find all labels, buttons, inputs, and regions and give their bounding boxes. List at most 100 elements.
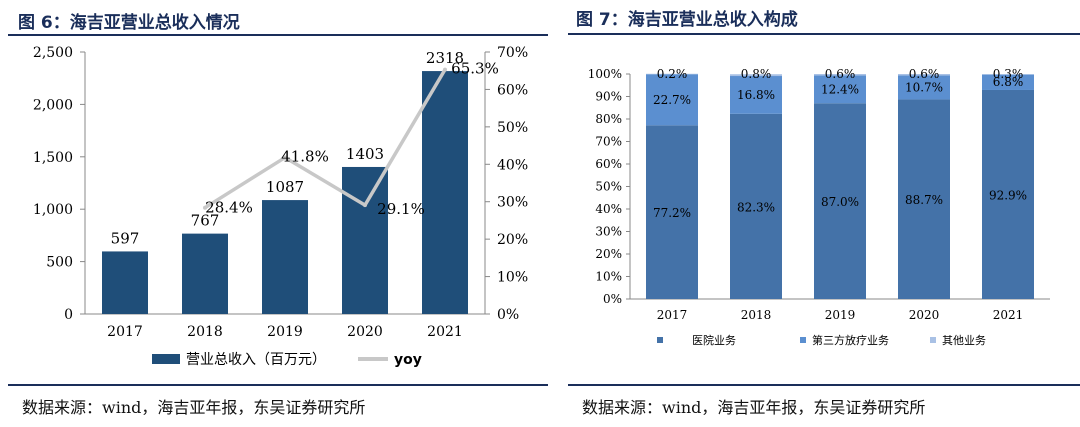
stack-segment bbox=[982, 74, 1034, 75]
x-tick-label: 2018 bbox=[741, 308, 772, 322]
bar-value-label: 767 bbox=[191, 212, 220, 230]
yoy-value-label: 41.8% bbox=[281, 148, 329, 166]
revenue-bar bbox=[422, 71, 468, 314]
stack-segment bbox=[730, 76, 782, 114]
title-rule bbox=[8, 34, 548, 36]
yoy-point bbox=[363, 203, 367, 208]
legend-bar-label: 营业总收入（百万元） bbox=[186, 352, 326, 368]
revenue-chart: 0 500 1,000 1,500 2,000 2,500 0% 10% 20% 30% 40% 50… bbox=[33, 45, 528, 368]
title-rule bbox=[568, 33, 1080, 35]
revenue-bar bbox=[262, 200, 308, 314]
y2-tick-label: 0% bbox=[497, 307, 519, 323]
other-share-label: 0.2% bbox=[657, 67, 688, 81]
source-rule bbox=[568, 384, 1080, 386]
hospital-share-label: 88.7% bbox=[905, 193, 943, 207]
legend-swatch bbox=[930, 337, 936, 343]
stack-segment bbox=[730, 113, 782, 299]
legend-swatch bbox=[657, 337, 663, 343]
y-tick-label: 0% bbox=[603, 292, 622, 306]
other-share-label: 0.6% bbox=[909, 67, 940, 81]
y-tick-label: 70% bbox=[595, 135, 622, 149]
x-tick-label: 2017 bbox=[107, 324, 143, 340]
yoy-value-label: 28.4% bbox=[205, 199, 253, 217]
yoy-point bbox=[283, 155, 287, 160]
legend-line-label: yoy bbox=[394, 352, 422, 368]
stack-segment bbox=[898, 75, 950, 100]
stack-segment bbox=[898, 74, 950, 76]
stack-segment bbox=[982, 89, 1034, 299]
y2-tick-label: 40% bbox=[497, 157, 528, 173]
chart-title: 图 7：海吉亚营业总收入构成 bbox=[576, 10, 798, 30]
bar-value-label: 597 bbox=[111, 229, 140, 247]
legend-bar-swatch bbox=[152, 354, 180, 364]
hospital-share-label: 92.9% bbox=[989, 188, 1027, 202]
x-tick-label: 2019 bbox=[825, 308, 856, 322]
stack-segment bbox=[898, 99, 950, 299]
revenue-bar bbox=[182, 233, 228, 314]
radiotherapy-share-label: 16.8% bbox=[737, 88, 775, 102]
y-tick-label: 50% bbox=[595, 180, 622, 194]
x-tick-label: 2017 bbox=[657, 308, 688, 322]
bar-value-label: 1403 bbox=[346, 145, 384, 163]
y2-tick-label: 30% bbox=[497, 195, 528, 211]
source-rule bbox=[8, 384, 548, 386]
stack-segment bbox=[982, 74, 1034, 90]
source-note: 数据来源：wind，海吉亚年报，东吴证券研究所 bbox=[22, 398, 366, 417]
yoy-value-label: 29.1% bbox=[377, 200, 425, 218]
legend-label: 其他业务 bbox=[942, 334, 986, 347]
hospital-share-label: 77.2% bbox=[653, 206, 691, 220]
source-note: 数据来源：wind，海吉亚年报，东吴证券研究所 bbox=[582, 398, 926, 417]
stack-segment bbox=[730, 74, 782, 77]
y-tick-label: 1,000 bbox=[33, 202, 73, 218]
legend-swatch bbox=[800, 337, 806, 343]
hospital-share-label: 87.0% bbox=[821, 195, 859, 209]
stack-segment bbox=[814, 75, 866, 104]
y2-tick-label: 70% bbox=[497, 45, 528, 61]
y-tick-label: 20% bbox=[595, 247, 622, 261]
yoy-line bbox=[204, 68, 447, 210]
radiotherapy-share-label: 12.4% bbox=[821, 82, 859, 96]
stack-segment bbox=[814, 74, 866, 76]
y-tick-label: 100% bbox=[588, 67, 622, 81]
y2-tick-label: 50% bbox=[497, 120, 528, 136]
other-share-label: 0.6% bbox=[825, 67, 856, 81]
yoy-point bbox=[203, 205, 207, 210]
stack-segment bbox=[814, 103, 866, 299]
y-tick-label: 2,500 bbox=[33, 45, 73, 61]
left-panel: 图 6：海吉亚营业总收入情况 0 500 1,000 1,500 2,000 2,500 0… bbox=[8, 13, 548, 417]
radiotherapy-share-label: 10.7% bbox=[905, 80, 943, 94]
revenue-bar bbox=[342, 166, 388, 314]
x-tick-label: 2019 bbox=[267, 324, 303, 340]
bar-value-label: 1087 bbox=[266, 178, 304, 196]
x-tick-label: 2020 bbox=[909, 308, 940, 322]
y-tick-label: 30% bbox=[595, 225, 622, 239]
radiotherapy-share-label: 22.7% bbox=[653, 93, 691, 107]
revenue-bar bbox=[102, 251, 148, 314]
y-tick-label: 500 bbox=[46, 255, 73, 271]
other-share-label: 0.3% bbox=[993, 67, 1024, 81]
y-tick-label: 1,500 bbox=[33, 150, 73, 166]
legend-label: 医院业务 bbox=[692, 333, 736, 347]
yoy-point bbox=[443, 67, 447, 72]
x-tick-label: 2021 bbox=[427, 324, 463, 340]
radiotherapy-share-label: 6.8% bbox=[993, 75, 1024, 89]
hospital-share-label: 82.3% bbox=[737, 200, 775, 214]
y-tick-label: 80% bbox=[595, 112, 622, 126]
y-tick-label: 10% bbox=[595, 270, 622, 284]
bar-value-label: 2318 bbox=[426, 49, 464, 67]
y-tick-label: 60% bbox=[595, 157, 622, 171]
y2-tick-label: 10% bbox=[497, 270, 528, 286]
y2-tick-label: 60% bbox=[497, 82, 528, 98]
legend-label: 第三方放疗业务 bbox=[812, 333, 889, 347]
y-tick-label: 90% bbox=[595, 90, 622, 104]
y-tick-label: 0 bbox=[64, 307, 73, 323]
x-tick-label: 2018 bbox=[187, 324, 223, 340]
y2-tick-label: 20% bbox=[497, 232, 528, 248]
y-tick-label: 40% bbox=[595, 202, 622, 216]
yoy-value-label: 65.3% bbox=[451, 60, 499, 78]
right-panel: 图 7：海吉亚营业总收入构成 0% 10% 20% 30% 40% 50% 60% 70% 80… bbox=[560, 0, 1080, 427]
stack-segment bbox=[646, 74, 698, 126]
stack-segment bbox=[646, 125, 698, 299]
x-tick-label: 2021 bbox=[993, 308, 1024, 322]
chart-title: 图 6：海吉亚营业总收入情况 bbox=[18, 13, 240, 33]
